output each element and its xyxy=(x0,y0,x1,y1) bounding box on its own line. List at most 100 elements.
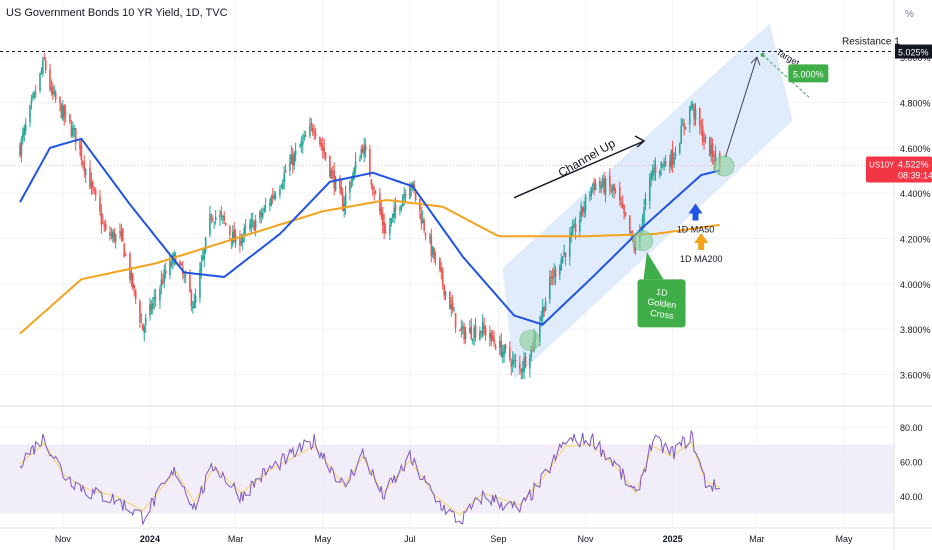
candle-body xyxy=(450,304,453,309)
candle-body xyxy=(284,170,287,173)
candle-body xyxy=(423,221,425,231)
candle-body xyxy=(383,221,385,233)
candle-body xyxy=(604,178,607,195)
candle-body xyxy=(714,154,717,164)
candle-body xyxy=(693,105,695,118)
candle-body xyxy=(73,127,76,130)
candle-body xyxy=(241,236,244,243)
candle-body xyxy=(23,127,26,136)
candle-body xyxy=(678,144,681,153)
candle-body xyxy=(203,248,206,259)
candle-body xyxy=(290,154,293,164)
rsi-tick-label: 80.00 xyxy=(900,423,923,433)
candle-body xyxy=(433,248,435,260)
candle-body xyxy=(72,127,74,136)
candle-body xyxy=(122,228,124,241)
candle-body xyxy=(414,192,417,201)
candle-body xyxy=(123,243,126,258)
candle-body xyxy=(253,221,256,231)
candle-body xyxy=(152,303,154,309)
candle-body xyxy=(90,181,93,187)
price-tick-label: 4.400% xyxy=(900,189,931,199)
candle-body xyxy=(239,237,241,246)
candle-body xyxy=(480,331,483,333)
percent-icon[interactable]: % xyxy=(905,9,914,20)
candle-body xyxy=(613,184,615,192)
resistance-value-tag xyxy=(895,44,932,59)
candle-body xyxy=(40,70,43,74)
candle-body xyxy=(624,212,627,217)
candle-body xyxy=(391,213,394,218)
candle-body xyxy=(63,105,66,117)
candle-body xyxy=(661,163,664,165)
candle-body xyxy=(530,346,533,358)
candle-body xyxy=(599,181,601,187)
candle-body xyxy=(701,125,704,142)
candle-body xyxy=(250,220,253,228)
candle-body xyxy=(283,172,285,183)
candle-body xyxy=(561,256,564,263)
candle-body xyxy=(574,223,577,232)
candle-body xyxy=(334,177,337,192)
candle-body xyxy=(481,322,484,336)
candle-body xyxy=(173,253,176,258)
ma50-line xyxy=(19,137,721,326)
candle-body xyxy=(584,196,587,211)
candle-body xyxy=(240,240,243,244)
candle-body xyxy=(329,156,331,177)
candle-body xyxy=(369,149,371,177)
candle-body xyxy=(460,327,463,331)
candle-body xyxy=(139,301,141,323)
candle-body xyxy=(509,347,511,360)
candle-body xyxy=(691,103,694,107)
candle-body xyxy=(39,73,41,91)
candle-body xyxy=(658,170,661,176)
candle-body xyxy=(70,125,73,136)
countdown-timer: 08:39:14 xyxy=(898,170,932,180)
candle-body xyxy=(549,277,551,300)
highlight-circle xyxy=(519,329,541,351)
candle-body xyxy=(620,202,623,205)
candle-body xyxy=(553,269,555,278)
candle-body xyxy=(209,214,211,235)
candle-body xyxy=(300,141,303,147)
candle-body xyxy=(32,95,34,98)
candle-body xyxy=(263,207,266,212)
candle-body xyxy=(680,126,683,144)
candle-body xyxy=(628,215,631,233)
candle-body xyxy=(291,155,294,166)
candle-body xyxy=(623,204,625,214)
candle-body xyxy=(400,205,403,210)
candle-body xyxy=(294,150,297,156)
candle-body xyxy=(261,212,264,218)
target-line xyxy=(762,54,811,99)
candle-body xyxy=(364,144,367,151)
candle-body xyxy=(132,273,134,289)
ma50-label: 1D MA50 xyxy=(677,225,715,235)
chart-title: US Government Bonds 10 YR Yield, 1D, TVC xyxy=(6,7,228,19)
candle-body xyxy=(59,97,61,104)
target-dot xyxy=(760,52,765,57)
candle-body xyxy=(520,369,523,372)
time-tick-label: 2025 xyxy=(663,534,683,544)
candle-body xyxy=(563,251,565,256)
candle-body xyxy=(311,127,314,133)
highlight-circle xyxy=(632,230,654,252)
candle-body xyxy=(221,215,224,218)
candle-body xyxy=(583,208,585,213)
candle-body xyxy=(323,147,325,154)
candle-body xyxy=(94,190,97,196)
candle-body xyxy=(580,205,583,218)
candle-body xyxy=(529,358,531,369)
candle-body xyxy=(320,143,323,147)
candle-body xyxy=(654,165,657,174)
candle-body xyxy=(42,60,44,74)
candle-body xyxy=(409,185,411,199)
candle-body xyxy=(313,131,315,133)
candle-body xyxy=(330,170,333,179)
golden-cross-line2: Golden xyxy=(647,296,677,310)
candle-body xyxy=(331,171,334,173)
time-tick-label: Nov xyxy=(55,534,72,544)
current-symbol: US10Y xyxy=(869,160,895,169)
ma200-arrow-icon xyxy=(694,232,709,250)
